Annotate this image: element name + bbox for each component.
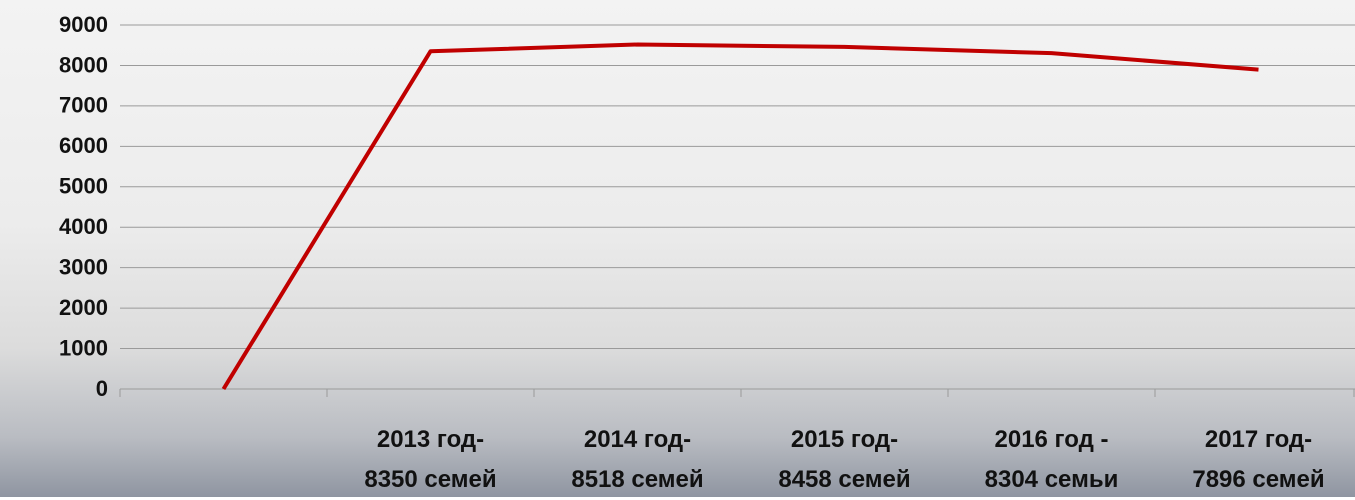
x-tick-label: 2014 год- 8518 семей	[534, 420, 741, 500]
y-tick-label: 5000	[59, 174, 108, 199]
x-tick-label: 2015 год- 8458 семей	[741, 420, 948, 500]
x-tick-label: 2016 год - 8304 семьи	[948, 420, 1155, 500]
y-tick-label: 2000	[59, 295, 108, 320]
y-tick-label: 0	[96, 376, 108, 401]
y-tick-label: 8000	[59, 52, 108, 77]
x-tick-label: 2013 год- 8350 семей	[327, 420, 534, 500]
y-tick-label: 3000	[59, 254, 108, 279]
y-tick-label: 9000	[59, 12, 108, 37]
y-tick-label: 6000	[59, 133, 108, 158]
y-tick-label: 7000	[59, 93, 108, 118]
y-tick-label: 1000	[59, 335, 108, 360]
page: 0 1000 2000 3000 4000 5000 6000 7000 8000 9000 20…	[0, 0, 1355, 497]
line	[224, 44, 1259, 389]
y-tick-label: 4000	[59, 214, 108, 239]
x-tick-label: 2017 год- 7896 семей	[1155, 420, 1355, 500]
